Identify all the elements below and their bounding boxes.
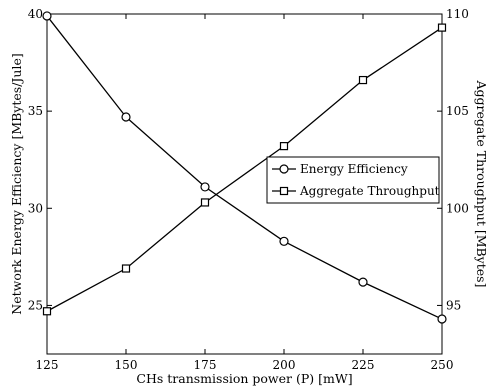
data-point-energy-efficiency	[279, 236, 289, 246]
x-tick-label: 150	[115, 358, 138, 372]
data-point-aggregate-throughput	[358, 75, 368, 85]
y-tick-label-right: 105	[446, 104, 469, 118]
y-tick-label-right: 95	[446, 298, 461, 312]
x-tick-label: 175	[194, 358, 217, 372]
data-point-energy-efficiency	[121, 112, 131, 122]
data-point-energy-efficiency	[437, 314, 447, 324]
legend-box	[266, 156, 440, 204]
y-tick-label-right: 110	[446, 7, 469, 21]
y-tick-label-left: 30	[28, 201, 43, 215]
data-point-aggregate-throughput	[437, 23, 447, 32]
y-axis-label-left: Network Energy Efficiency [MBytes/Jule]	[9, 53, 24, 314]
legend-label-aggregate-throughput: Aggregate Throughput	[299, 184, 440, 198]
y-tick-label-left: 35	[28, 104, 43, 118]
plot-frame	[46, 13, 443, 355]
x-tick-label: 125	[36, 358, 59, 372]
series-line-energy-efficiency	[46, 15, 443, 320]
ticks-layer: 125 150 175 200 225 250 25 30 35 40 95 100 105 110	[28, 7, 469, 372]
legend-label-energy-efficiency: Energy Efficiency	[300, 162, 408, 176]
x-tick-label: 250	[431, 358, 454, 372]
legend-marker-aggregate-throughput	[279, 186, 289, 196]
y-tick-label-left: 25	[28, 298, 43, 312]
data-point-aggregate-throughput	[200, 198, 210, 207]
legend: Energy Efficiency Aggregate Throughput	[266, 156, 440, 204]
series-layer	[42, 11, 447, 324]
y-tick-label-right: 100	[446, 201, 469, 215]
series-line-aggregate-throughput	[46, 27, 443, 312]
legend-marker-energy-efficiency	[279, 164, 289, 174]
x-axis-label: CHs transmission power (P) [mW]	[136, 371, 352, 386]
y-tick-label-left: 40	[28, 7, 43, 21]
data-point-aggregate-throughput	[42, 307, 52, 316]
data-point-aggregate-throughput	[279, 142, 289, 151]
data-point-energy-efficiency	[42, 11, 52, 21]
x-tick-label: 225	[352, 358, 375, 372]
data-point-energy-efficiency	[358, 277, 368, 287]
data-point-energy-efficiency	[200, 182, 210, 192]
data-point-aggregate-throughput	[121, 264, 131, 273]
x-tick-label: 200	[273, 358, 296, 372]
y-axis-label-right: Aggregate Throughput [MBytes]	[474, 80, 487, 288]
